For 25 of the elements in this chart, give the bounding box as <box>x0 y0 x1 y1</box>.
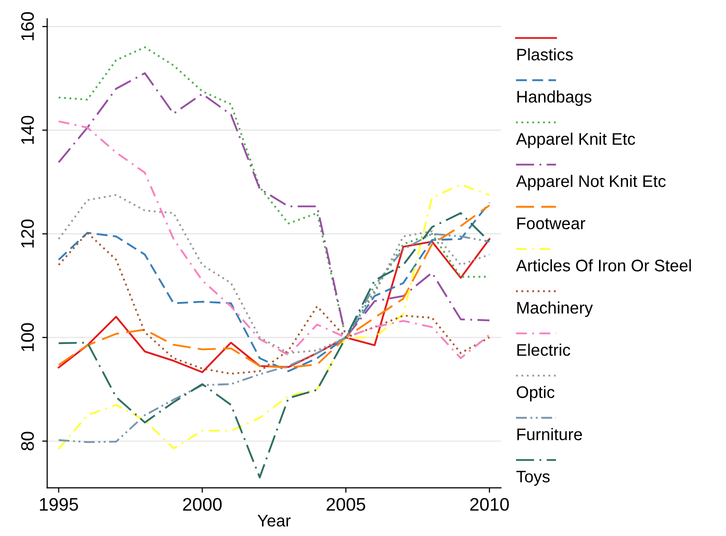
legend-label: Optic <box>516 386 554 402</box>
line-series <box>58 212 490 478</box>
legend-label: Apparel Knit Etc <box>516 132 636 148</box>
legend-label: Furniture <box>517 428 582 440</box>
x-tick-label: 2010 <box>470 498 509 511</box>
y-tick-label: 80 <box>21 432 34 450</box>
legend-label: Handbags <box>517 90 592 106</box>
y-tick-label: 160 <box>21 12 34 40</box>
x-tick-label: 2000 <box>183 498 222 511</box>
y-tick-label: 120 <box>21 219 34 248</box>
line-series <box>58 232 490 444</box>
line-series <box>58 184 490 450</box>
y-tick-label: 140 <box>21 116 34 144</box>
legend-label: Apparel Not Knit Etc <box>516 174 666 190</box>
legend-label: Machinery <box>517 301 593 317</box>
legend-label: Plastics <box>517 48 573 60</box>
legend-label: Toys <box>516 470 550 486</box>
legend-label: Articles Of Iron Or Steel <box>516 259 691 272</box>
x-tick-label: 1995 <box>40 498 78 511</box>
y-tick-label: 100 <box>21 323 34 352</box>
x-axis-title: Year <box>258 514 291 527</box>
legend-label: Footwear <box>517 218 586 230</box>
x-tick-label: 2005 <box>326 498 366 511</box>
line-series <box>58 120 490 360</box>
legend-label: Electric <box>517 344 570 356</box>
